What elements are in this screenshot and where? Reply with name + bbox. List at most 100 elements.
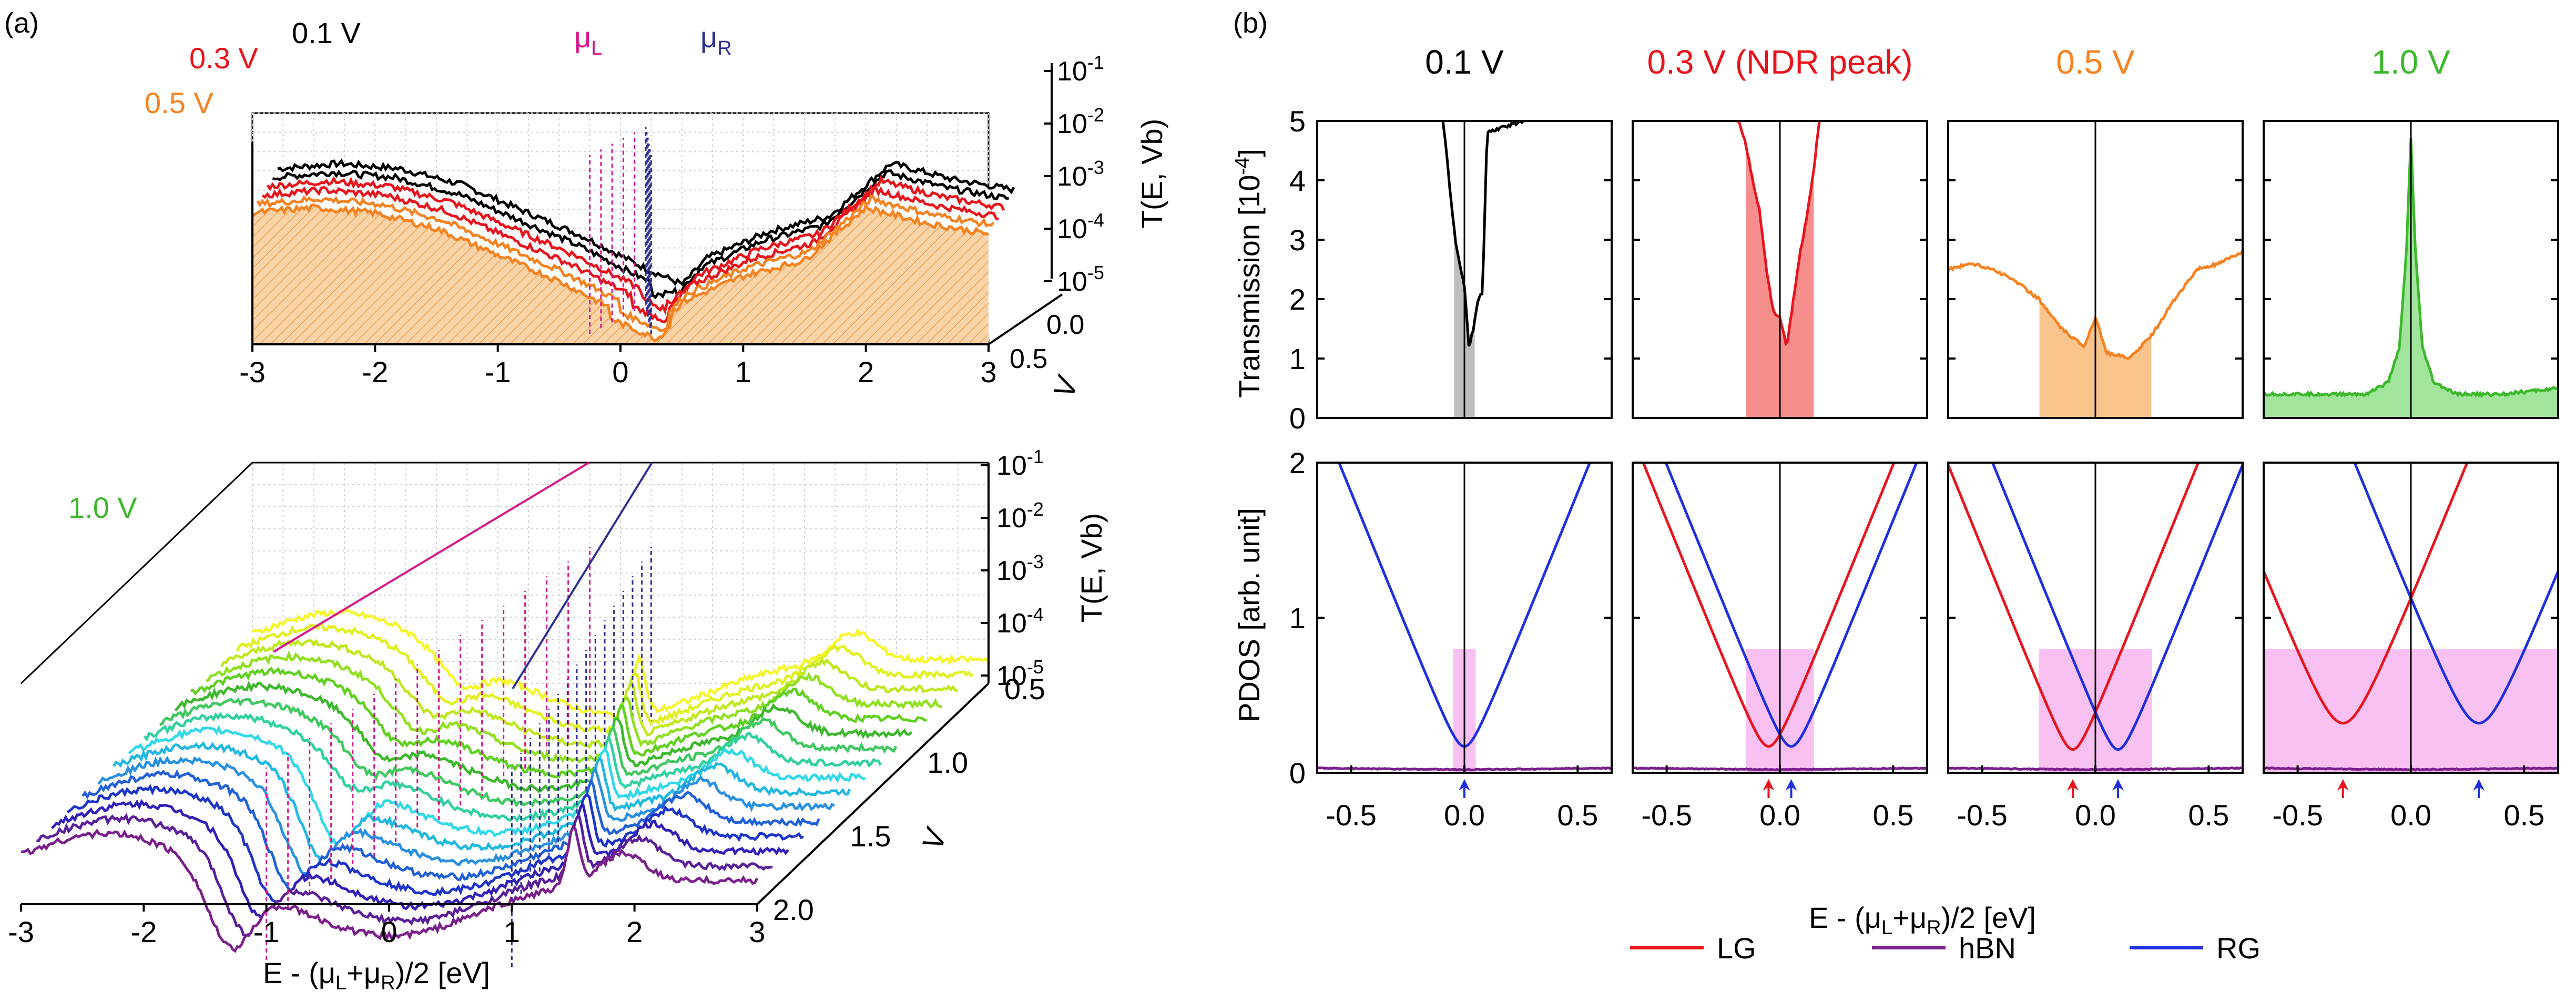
- legend-label-rg: RG: [2216, 932, 2261, 965]
- z-tick-label: 10-4: [1057, 209, 1104, 244]
- curve-0.1V: [272, 169, 1009, 300]
- z-tick-label: 10-2: [1057, 104, 1104, 139]
- x-tick-label: 2: [858, 355, 874, 388]
- legend-label-hbn: hBN: [1959, 932, 2016, 965]
- b-xlabel: E - (μL+μR)/2 [eV]: [1809, 901, 2036, 939]
- transmission-window-fill: [1746, 146, 1814, 418]
- frame: [1632, 120, 1928, 419]
- depth-tick-0.5: 0.5: [1004, 672, 1045, 705]
- curve-1.7V: [66, 784, 804, 906]
- z-axis-label: T(E, Vb): [1075, 513, 1108, 622]
- x-tick-label: 2: [626, 915, 643, 948]
- curve-0.9V: [190, 667, 928, 779]
- pdos-arrow-blue: [1785, 779, 1797, 791]
- transmission-panel-3: 0.5 V: [1947, 43, 2244, 419]
- x-tick-label: 0.0: [1444, 799, 1485, 832]
- curve-0.7V: [220, 638, 958, 749]
- y-tick-label: 1: [1289, 601, 1306, 635]
- a-bottom-xlabel: E - (μL+μR)/2 [eV]: [263, 956, 490, 992]
- pdos-legend: LG hBN RG: [1630, 932, 2261, 965]
- y-tick-label: 5: [1289, 105, 1306, 138]
- x-tick-label: 0.0: [2075, 799, 2116, 832]
- depth-axis-label: V: [915, 823, 953, 853]
- transmission-panel-2: 0.3 V (NDR peak): [1632, 43, 1928, 419]
- back-frame: [20, 462, 989, 684]
- z-tick-label: 10-3: [996, 551, 1044, 586]
- curve-1.5V: [97, 755, 835, 877]
- curve-1.4V: [112, 741, 851, 867]
- x-tick-label: -3: [8, 915, 34, 948]
- pdos-row: 0 1 2 -0.5 0.0 0.5 -0.5 0.0 0.5 -0.5 0.0 0.5 -0.5 0.0…: [1289, 446, 2559, 832]
- x-tick-label: -2: [362, 355, 388, 388]
- y-tick-label: 0: [1289, 756, 1306, 790]
- depth-tick-2.0: 2.0: [773, 893, 814, 926]
- x-tick-label: 0.5: [1872, 799, 1913, 832]
- x-tick-label: 3: [980, 355, 996, 388]
- x-tick-label: 0.5: [2503, 799, 2544, 832]
- depth-tick-1.0: 1.0: [927, 746, 968, 779]
- mu-lines: [589, 127, 652, 334]
- curve-1.3V: [128, 725, 866, 849]
- transmission-panel-4: 1.0 V: [2263, 43, 2559, 419]
- x-tick-label: 0.0: [2390, 799, 2431, 832]
- mu-right-envelope: [512, 462, 653, 690]
- curve-2.0V: [21, 824, 759, 953]
- panel-a-bottom-3d-plot: -3 -2 -1 0 1 2 3 0.5 1.0 1.5 2.0 V 10-1 10-2 10-3 10-4 1…: [8, 446, 1108, 992]
- transmission-row: 0.1 V 0 1 2 3 4 5 0.3 V (NDR peak) 0.5 V 1.0 V: [1289, 43, 2559, 435]
- x-tick-label: -2: [130, 915, 157, 948]
- a-top-axes: -3 -2 -1 0 1 2 3 0.0 0.5V 10-1 10-2 10-3 10-4 10-5 T(…: [239, 52, 1168, 401]
- y-tick-label: 2: [1289, 446, 1306, 479]
- series-label-0.1V: 0.1 V: [292, 16, 361, 49]
- a-bottom-axes: -3 -2 -1 0 1 2 3 0.5 1.0 1.5 2.0 V 10-1 10-2 10-3 10-4 1…: [8, 446, 1108, 948]
- pdos-arrow-red: [2337, 779, 2349, 791]
- curve-0.4V: [256, 195, 995, 332]
- series-label-1.0V: 1.0 V: [68, 491, 137, 524]
- transmission-ylabel: Transmission [10-4]: [1231, 149, 1266, 398]
- curve-0.0V: [277, 158, 1015, 287]
- x-tick-label: 1: [735, 355, 751, 388]
- curve-1.9V: [36, 813, 773, 938]
- panel-b-label: (b): [1233, 7, 1268, 39]
- y-tick-label: 0: [1289, 402, 1306, 435]
- curve-1.6V: [82, 769, 820, 893]
- mu-left-label: μL: [574, 21, 602, 59]
- y-tick-label: 4: [1289, 164, 1306, 197]
- z-tick-label: 10-1: [996, 446, 1044, 481]
- z-tick-label: 10-2: [996, 498, 1044, 534]
- z-tick-label: 10-3: [1057, 157, 1104, 192]
- transmission-panel-title: 0.1 V: [1425, 43, 1504, 81]
- curve-0.5V: [251, 202, 990, 343]
- x-tick-label: -0.5: [2272, 799, 2323, 832]
- frame: [2263, 120, 2559, 419]
- depth-axis: [987, 293, 1063, 345]
- z-tick-label: 10-5: [996, 656, 1044, 691]
- x-tick-label: -0.5: [1957, 799, 2008, 832]
- mu-left-envelope: [272, 462, 590, 653]
- depth-tick-1.5: 1.5: [850, 820, 891, 853]
- transmission-panel-1: 0.1 V 0 1 2 3 4 5: [1289, 43, 1613, 435]
- panel-b: 0.1 V 0 1 2 3 4 5 0.3 V (NDR peak) 0.5 V 1.0 V 0 1…: [1231, 43, 2559, 965]
- x-tick-label: 3: [749, 915, 765, 948]
- y-tick-label: 3: [1289, 223, 1306, 257]
- pdos-panel-1: 0 1 2 -0.5 0.0 0.5: [1289, 446, 1613, 832]
- depth-tick-0.5: 0.5: [1010, 344, 1047, 374]
- x-tick-label: -1: [485, 355, 511, 388]
- pdos-arrow-blue: [2112, 779, 2124, 791]
- x-tick-label: 0: [381, 915, 397, 948]
- x-tick-label: 0.5: [2188, 799, 2229, 832]
- y-tick-label: 1: [1289, 342, 1306, 375]
- z-tick-label: 10-5: [1057, 262, 1104, 297]
- curve-0.2V: [266, 175, 1005, 315]
- depth-tick-0.0: 0.0: [1046, 310, 1084, 340]
- a-top-curves: [251, 127, 1015, 344]
- mu-right-label: μR: [700, 21, 732, 59]
- series-label-0.5V: 0.5 V: [145, 86, 213, 119]
- pdos-arrow-red: [2066, 779, 2079, 791]
- depth-axis-label: V: [1047, 371, 1085, 401]
- pdos-arrow-blue: [2473, 779, 2485, 791]
- transmission-panel-title: 1.0 V: [2371, 43, 2450, 81]
- legend-label-lg: LG: [1717, 932, 1756, 965]
- a-bottom-curves: [21, 462, 990, 978]
- transmission-panel-title: 0.5 V: [2056, 43, 2135, 81]
